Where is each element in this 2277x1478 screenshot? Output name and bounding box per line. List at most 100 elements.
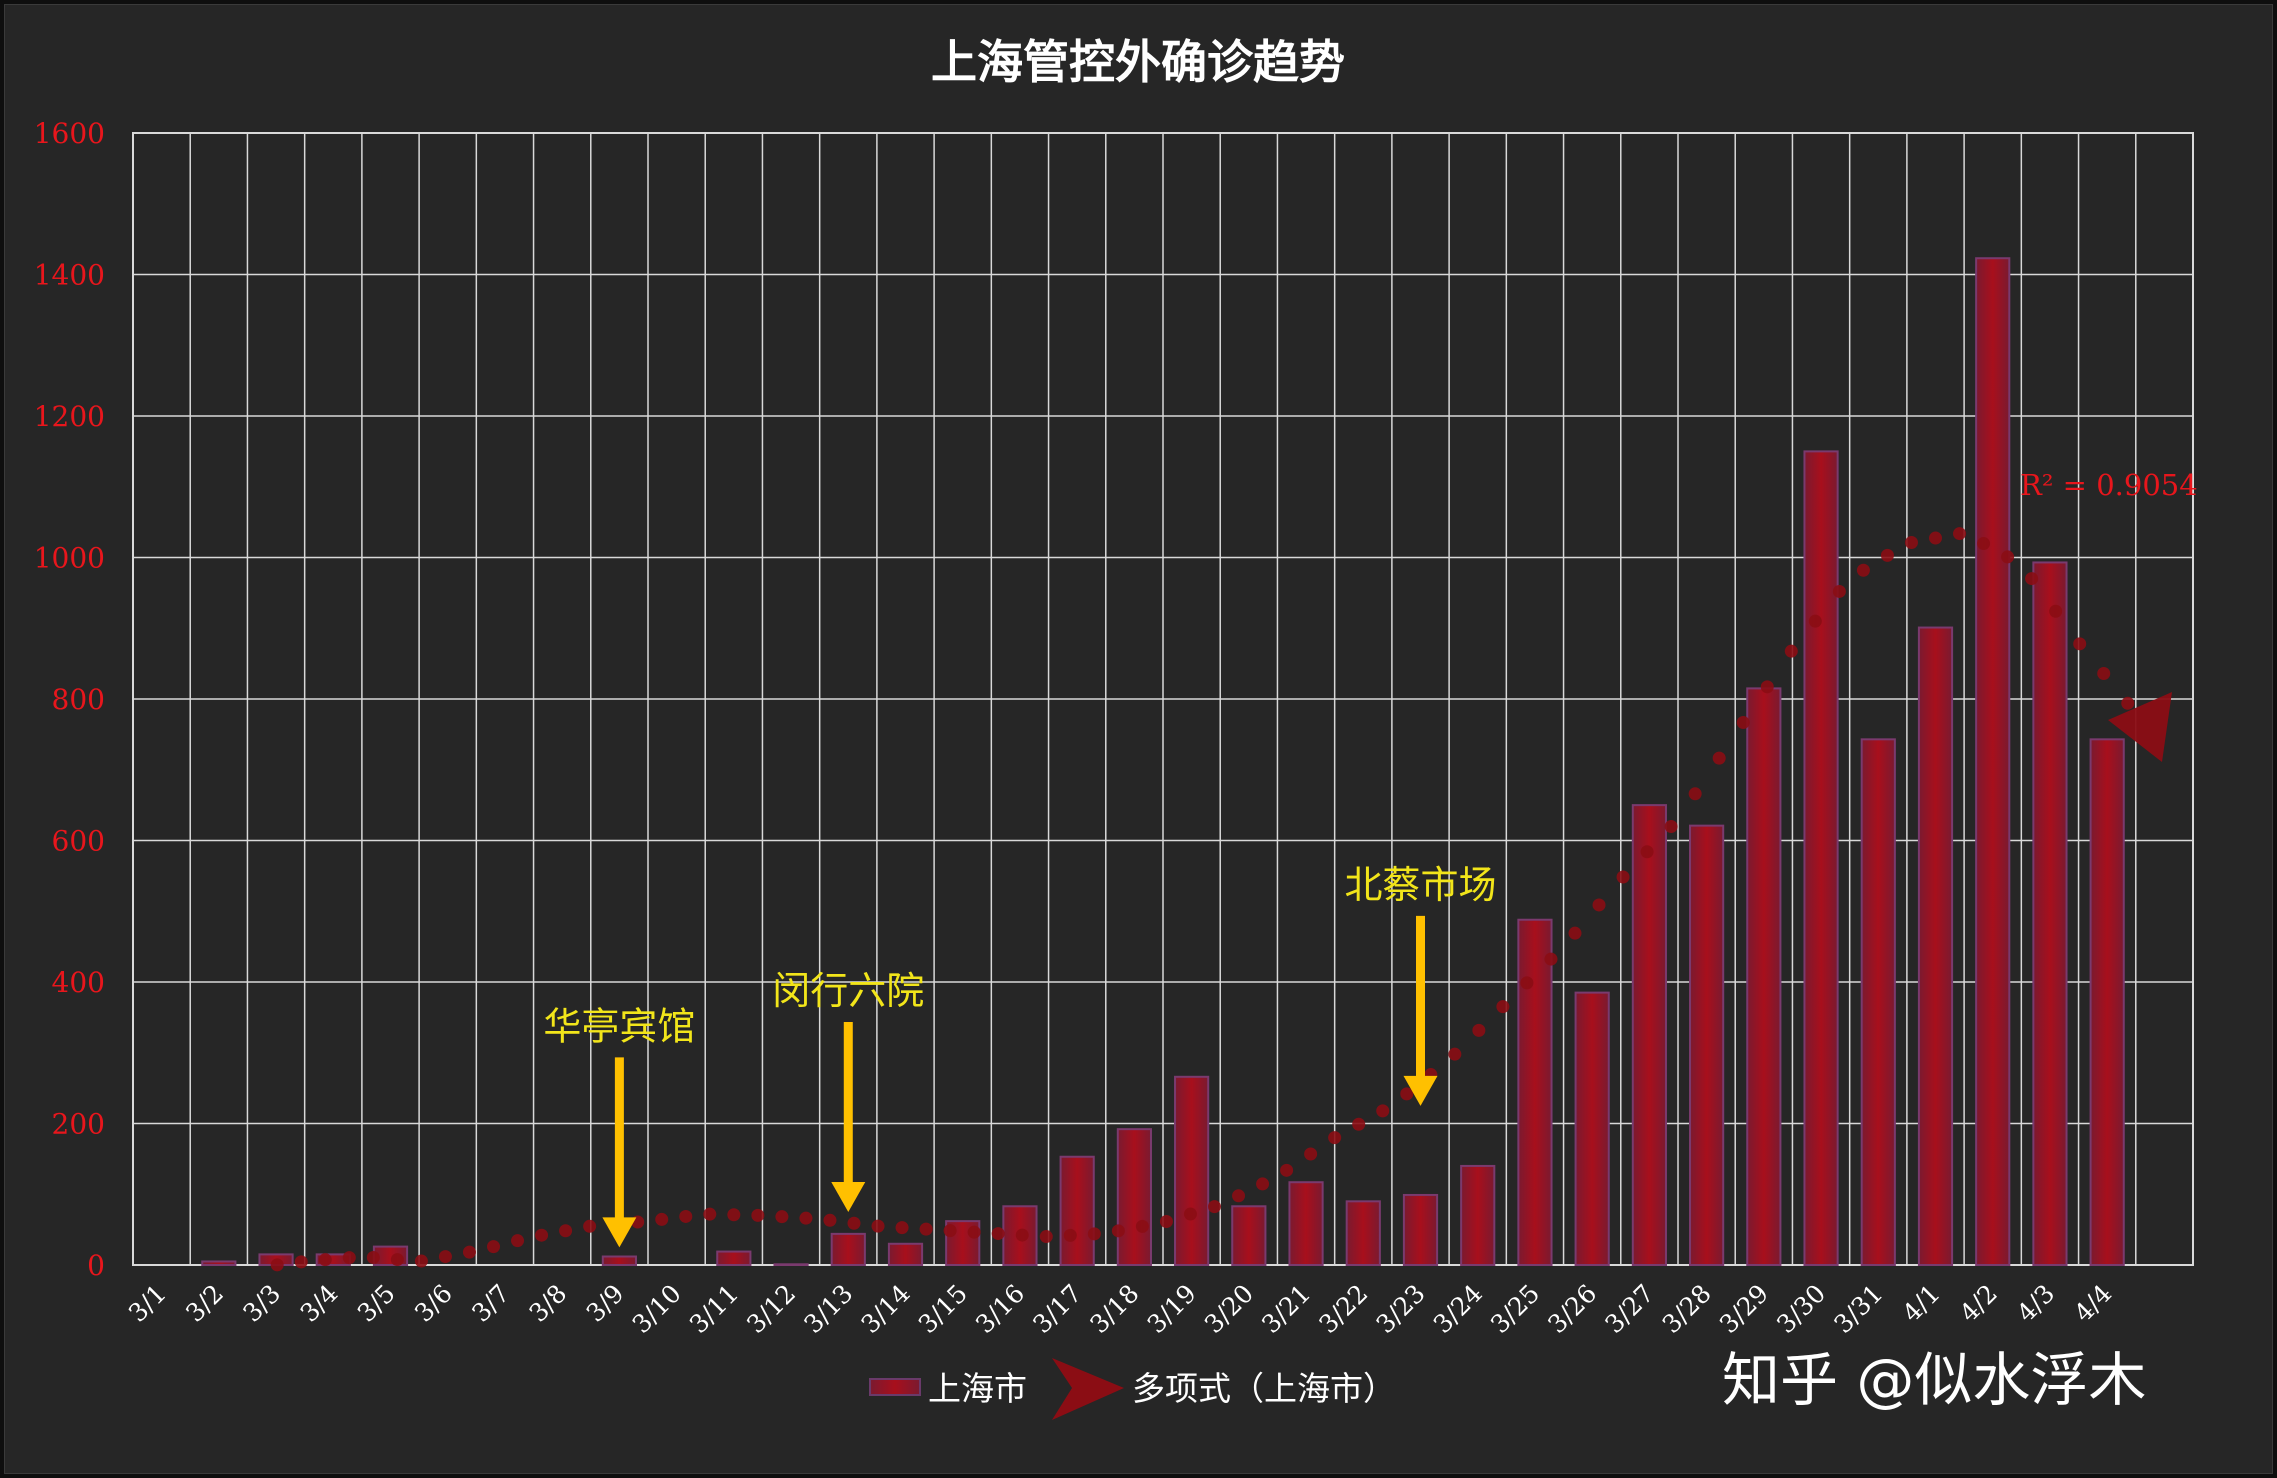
annotation-label: 北蔡市场 <box>1344 863 1496 907</box>
trendline-dot <box>462 1245 476 1259</box>
trendline-dot <box>799 1211 813 1225</box>
y-tick-label: 1000 <box>34 542 105 575</box>
y-tick-label: 1600 <box>34 117 105 150</box>
bar <box>1574 991 1610 1266</box>
trendline-dot <box>1904 536 1918 550</box>
x-tick-label: 3/27 <box>1599 1279 1659 1339</box>
annotation-arrow-head <box>831 1181 866 1212</box>
bar <box>1517 918 1553 1266</box>
bar <box>716 1250 752 1266</box>
trendline-dot <box>1520 976 1534 990</box>
bar <box>1288 1181 1324 1267</box>
trendline-dot <box>1929 531 1942 545</box>
grid <box>132 132 2194 1266</box>
annotation-arrow-head <box>1403 1075 1438 1106</box>
x-tick-label: 3/28 <box>1657 1279 1717 1339</box>
r-squared-label: R² = 0.9054 <box>2020 468 2198 502</box>
trendline-dot <box>1183 1207 1197 1221</box>
trendline-dot <box>438 1250 452 1264</box>
trendline-dot <box>535 1228 549 1242</box>
trendline-dot <box>270 1258 284 1272</box>
y-tick-label: 200 <box>52 1108 105 1141</box>
x-tick-label: 3/6 <box>409 1279 458 1328</box>
trendline-dot <box>1256 1177 1270 1191</box>
bar <box>1803 450 1839 1266</box>
bar <box>1631 804 1667 1266</box>
annotations: 华亭宾馆 闵行六院 北蔡市场 <box>543 863 1497 1248</box>
trendline-dot <box>1232 1189 1246 1203</box>
trendline-dot <box>847 1216 861 1230</box>
bar <box>1975 257 2011 1267</box>
trendline-dot <box>1568 926 1582 940</box>
x-tick-label: 3/1 <box>123 1279 172 1328</box>
x-tick-label: 3/14 <box>856 1279 916 1339</box>
trendline-dot <box>943 1224 957 1238</box>
trendline-dot <box>775 1210 789 1224</box>
trendline-dot <box>1808 614 1822 628</box>
trendline-dot <box>1664 819 1678 833</box>
x-tick-label: 3/30 <box>1771 1279 1831 1339</box>
x-tick-label: 4/2 <box>1954 1279 2003 1328</box>
x-tick-label: 3/23 <box>1371 1279 1431 1339</box>
bar <box>830 1232 866 1266</box>
x-axis-ticks: 3/1 3/2 3/3 3/4 3/5 3/6 3/7 3/8 3/93/103/113/123… <box>123 1279 2118 1339</box>
trendline-dot <box>2049 604 2063 618</box>
x-tick-label: 3/7 <box>466 1279 515 1328</box>
trendline-dot <box>294 1255 308 1269</box>
trendline-dot <box>1953 527 1967 541</box>
trendline-dot <box>1496 1000 1510 1014</box>
trendline-dot <box>655 1212 669 1226</box>
trendline-dot <box>559 1224 573 1238</box>
y-axis-ticks: 0 200 400 600 800 1000 1200 1400 1600 <box>34 117 105 1282</box>
x-tick-label: 3/25 <box>1485 1279 1545 1339</box>
legend: 上海市 多项式（上海市） <box>869 1358 1396 1420</box>
x-tick-label: 3/4 <box>295 1279 344 1328</box>
x-tick-label: 3/11 <box>684 1279 744 1339</box>
trendline-dot <box>2121 696 2135 710</box>
bars <box>201 257 2125 1267</box>
legend-label-bars: 上海市 <box>928 1369 1027 1408</box>
x-tick-label: 3/17 <box>1027 1279 1087 1339</box>
trendline-dot <box>1880 548 1894 562</box>
bar <box>2089 738 2125 1266</box>
x-tick-label: 3/15 <box>913 1279 973 1339</box>
trendline-dot <box>1616 870 1630 884</box>
trendline-dot <box>1400 1087 1414 1101</box>
bar <box>1917 626 1954 1266</box>
trendline-dot <box>1352 1117 1366 1131</box>
bar <box>1231 1205 1267 1266</box>
trendline-dot <box>703 1207 717 1221</box>
legend-label-trendline: 多项式（上海市） <box>1132 1369 1396 1408</box>
x-tick-label: 3/2 <box>180 1279 229 1328</box>
trendline-dot <box>2097 667 2111 681</box>
trendline-dot <box>1328 1131 1342 1145</box>
x-tick-label: 3/5 <box>352 1279 401 1328</box>
x-tick-label: 3/8 <box>523 1279 572 1328</box>
trendline-dot <box>2073 637 2087 651</box>
trendline-dot <box>1640 845 1654 859</box>
trendline-dot <box>1087 1227 1101 1241</box>
x-tick-label: 3/29 <box>1714 1279 1774 1339</box>
bar <box>1174 1075 1210 1267</box>
trendline-dot <box>2025 572 2039 586</box>
bar <box>1345 1200 1381 1266</box>
trendline-dot <box>823 1213 837 1227</box>
trendline <box>270 527 2135 1272</box>
y-tick-label: 600 <box>52 825 105 858</box>
trendline-dot <box>1208 1200 1221 1214</box>
y-tick-label: 400 <box>52 966 105 999</box>
bar <box>887 1242 924 1267</box>
trendline-dot <box>2001 550 2015 564</box>
x-tick-label: 3/22 <box>1313 1279 1373 1339</box>
trendline-dot <box>1977 537 1991 551</box>
x-tick-label: 3/10 <box>627 1279 687 1339</box>
bar <box>1689 824 1725 1267</box>
trendline-dot <box>1832 584 1846 598</box>
x-tick-label: 3/20 <box>1199 1279 1259 1339</box>
x-tick-label: 3/18 <box>1084 1279 1144 1339</box>
trendline-dot <box>1784 644 1798 658</box>
trendline-dot <box>414 1254 428 1268</box>
trendline-dot <box>1448 1047 1462 1061</box>
